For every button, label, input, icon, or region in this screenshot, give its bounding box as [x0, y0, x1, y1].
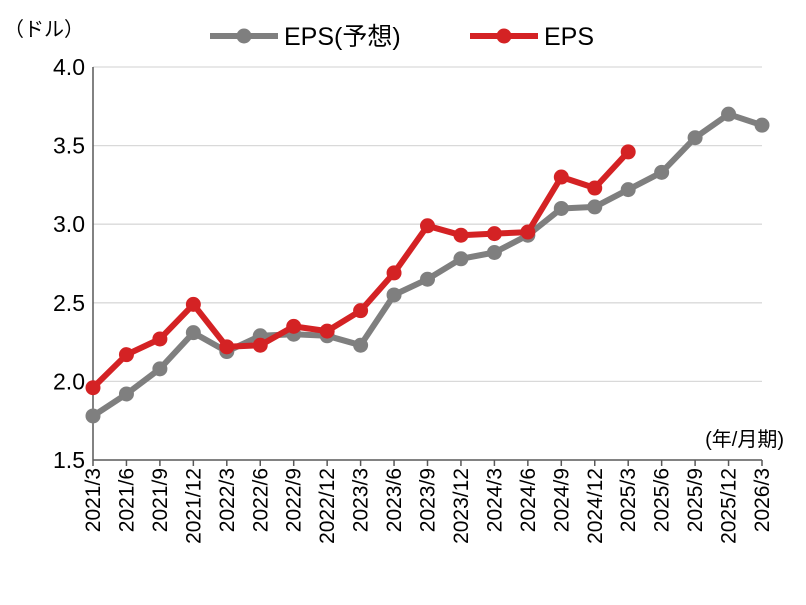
x-tick-label: 2025/6: [651, 468, 674, 532]
data-point: [353, 303, 369, 319]
data-point: [620, 182, 636, 198]
data-point: [386, 287, 402, 303]
data-point: [185, 296, 201, 312]
data-point: [687, 130, 703, 146]
legend-marker-1: [496, 28, 512, 44]
x-tick-label: 2021/3: [82, 468, 105, 532]
series-line-0: [91, 111, 763, 419]
data-point: [453, 227, 469, 243]
data-point: [353, 337, 369, 353]
x-tick-label: 2022/12: [316, 468, 339, 544]
legend-label-0: EPS(予想): [284, 23, 401, 51]
data-point: [620, 144, 636, 160]
data-point: [486, 244, 502, 260]
data-point: [420, 218, 435, 234]
data-point: [118, 347, 134, 363]
x-tick-label: 2023/6: [383, 468, 406, 532]
x-tick-label: 2023/9: [417, 468, 440, 532]
legend-marker-0: [236, 28, 252, 44]
y-axis-ticks: 1.5 2.0 2.5 3.0 3.5 4.0: [53, 54, 85, 473]
series-group: [85, 106, 770, 424]
y-tick-label: 3.5: [53, 133, 85, 159]
data-point: [118, 386, 134, 402]
x-tick-label: 2023/3: [350, 468, 373, 532]
legend: EPS(予想) EPS: [210, 23, 594, 51]
x-tick-label: 2021/12: [182, 468, 205, 544]
data-point: [85, 380, 101, 396]
data-point: [252, 337, 268, 353]
data-point: [453, 251, 469, 267]
data-point: [185, 325, 201, 341]
x-tick-label: 2022/3: [216, 468, 239, 532]
data-point: [420, 271, 435, 287]
data-point: [553, 169, 569, 185]
data-point: [152, 361, 168, 377]
x-tick-label: 2024/6: [517, 468, 540, 532]
x-tick-label: 2025/12: [718, 468, 741, 544]
y-tick-label: 4.0: [53, 54, 85, 80]
x-tick-label: 2021/6: [115, 468, 138, 532]
x-axis-ticks: 2021/3 2021/6 2021/9 2021/12 2022/3 2022/6 202…: [82, 460, 774, 544]
data-point: [486, 226, 502, 242]
x-tick-label: 2024/9: [550, 468, 573, 532]
x-tick-label: 2022/9: [283, 468, 306, 532]
data-point: [219, 339, 235, 355]
axes: [92, 67, 762, 461]
series-1: [85, 144, 636, 396]
x-tick-label: 2023/12: [450, 468, 473, 544]
data-point: [721, 106, 737, 122]
y-tick-label: 1.5: [53, 447, 85, 473]
x-axis-unit-label: (年/月期): [705, 428, 784, 451]
x-tick-label: 2025/3: [617, 468, 640, 532]
x-tick-label: 2024/3: [483, 468, 506, 532]
data-point: [152, 331, 168, 347]
data-point: [85, 408, 101, 424]
y-tick-label: 2.5: [53, 290, 85, 316]
y-tick-label: 2.0: [53, 368, 85, 394]
data-point: [587, 199, 603, 215]
data-point: [386, 265, 402, 281]
data-point: [587, 180, 603, 196]
x-tick-label: 2024/12: [584, 468, 607, 544]
legend-label-1: EPS: [544, 23, 594, 51]
series-0: [85, 106, 770, 424]
data-point: [520, 224, 536, 240]
x-tick-label: 2025/9: [684, 468, 707, 532]
y-axis-unit-label: （ドル）: [4, 18, 84, 41]
x-tick-label: 2022/6: [249, 468, 272, 532]
data-point: [553, 200, 569, 216]
data-point: [319, 323, 335, 339]
y-tick-label: 3.0: [53, 211, 85, 237]
x-tick-label: 2021/9: [149, 468, 172, 532]
data-point: [654, 164, 670, 180]
data-point: [754, 117, 770, 133]
data-point: [286, 318, 302, 334]
x-tick-label: 2026/3: [751, 468, 774, 532]
